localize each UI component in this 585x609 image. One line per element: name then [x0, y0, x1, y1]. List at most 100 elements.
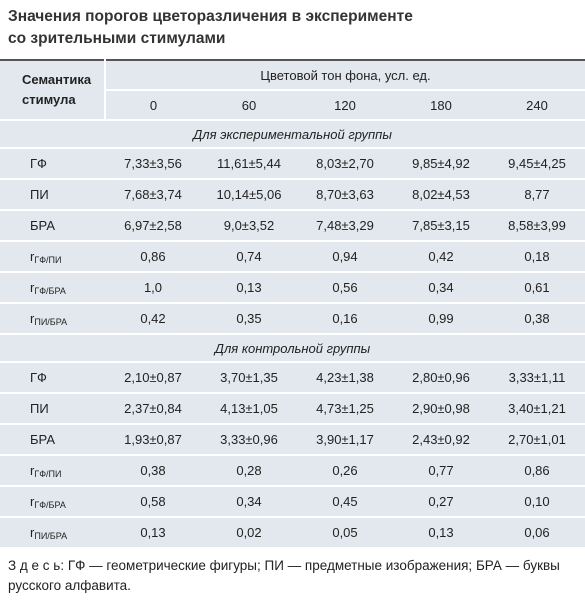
row-label: rГФ/ПИ: [0, 455, 105, 487]
cell: 0,27: [393, 486, 489, 518]
cell: 0,13: [201, 272, 297, 304]
label-main: ГФ: [30, 370, 47, 385]
cell: 11,61±5,44: [201, 148, 297, 180]
label-main: БРА: [30, 432, 56, 447]
cell: 0,94: [297, 241, 393, 273]
row-label: ГФ: [0, 362, 105, 394]
column-header: 240: [489, 90, 585, 121]
cell: 9,45±4,25: [489, 148, 585, 180]
cell: 0,34: [201, 486, 297, 518]
cell: 1,93±0,87: [105, 424, 201, 456]
cell: 2,10±0,87: [105, 362, 201, 394]
title: Значения порогов цветоразличения в экспе…: [8, 6, 413, 50]
cell: 0,28: [201, 455, 297, 487]
cell: 0,05: [297, 517, 393, 549]
cell: 3,33±1,11: [489, 362, 585, 394]
cell: 4,13±1,05: [201, 393, 297, 425]
cell: 4,23±1,38: [297, 362, 393, 394]
title-line: Значения порогов цветоразличения в экспе…: [8, 8, 413, 25]
data-row: ГФ 2,10±0,87 3,70±1,35 4,23±1,38 2,80±0,96 3,…: [0, 362, 585, 394]
cell: 0,34: [393, 272, 489, 304]
cell: 0,26: [297, 455, 393, 487]
cell: 0,74: [201, 241, 297, 273]
column-header: 0: [105, 90, 201, 121]
cell: 7,33±3,56: [105, 148, 201, 180]
label-main: r: [30, 493, 35, 509]
note: З д е с ь: ГФ — геометрические фигуры; П…: [8, 558, 560, 593]
cell: 0,38: [489, 303, 585, 335]
data-row: rПИ/БРА 0,42 0,35 0,16 0,99 0,38: [0, 303, 585, 335]
cell: 2,37±0,84: [105, 393, 201, 425]
group-header: Цветовой тон фона, усл. ед.: [105, 60, 585, 91]
row-label: ПИ: [0, 179, 105, 211]
label-main: ПИ: [30, 401, 49, 416]
label-main: ПИ: [30, 187, 49, 202]
row-label: rГФ/ПИ: [0, 241, 105, 273]
row-label: ГФ: [0, 148, 105, 180]
cell: 8,58±3,99: [489, 210, 585, 242]
header-row: Семантика стимула Цветовой тон фона, усл. …: [0, 60, 585, 121]
cell: 0,77: [393, 455, 489, 487]
label-main: r: [30, 524, 35, 540]
label-main: r: [30, 310, 35, 326]
header-row: 0 60 120 180 240: [0, 90, 585, 121]
cell: 0,61: [489, 272, 585, 304]
cell: 0,42: [105, 303, 201, 335]
cell: 0,42: [393, 241, 489, 273]
cell: 0,18: [489, 241, 585, 273]
section-row: Для контрольной группы: [0, 334, 585, 363]
label-sub: ГФ/БРА: [34, 499, 66, 510]
cell: 0,35: [201, 303, 297, 335]
stub-header: Семантика стимула: [0, 60, 106, 121]
cell: 2,80±0,96: [393, 362, 489, 394]
row-label: rПИ/БРА: [0, 303, 105, 335]
label-sub: ГФ/ПИ: [34, 254, 62, 265]
row-label: БРА: [0, 424, 105, 456]
label-sub: ГФ/БРА: [34, 285, 66, 296]
cell: 0,13: [105, 517, 201, 549]
data-row: rГФ/БРА 1,0 0,13 0,56 0,34 0,61: [0, 272, 585, 304]
stub-line: стимула: [22, 92, 76, 107]
label-sub: ПИ/БРА: [34, 530, 68, 541]
cell: 8,03±2,70: [297, 148, 393, 180]
label-main: r: [30, 279, 35, 295]
data-row: БРА 6,97±2,58 9,0±3,52 7,48±3,29 7,85±3,15 8,…: [0, 210, 585, 242]
cell: 0,02: [201, 517, 297, 549]
data-row: ПИ 7,68±3,74 10,14±5,06 8,70±3,63 8,02±4,53 8…: [0, 179, 585, 211]
column-header: 180: [393, 90, 489, 121]
row-label: ПИ: [0, 393, 105, 425]
cell: 9,0±3,52: [201, 210, 297, 242]
data-row: ГФ 7,33±3,56 11,61±5,44 8,03±2,70 9,85±4,92 9…: [0, 148, 585, 180]
cell: 3,40±1,21: [489, 393, 585, 425]
cell: 2,43±0,92: [393, 424, 489, 456]
row-label: БРА: [0, 210, 105, 242]
cell: 3,70±1,35: [201, 362, 297, 394]
cell: 2,70±1,01: [489, 424, 585, 456]
label-main: ГФ: [30, 156, 47, 171]
data-row: rГФ/ПИ 0,38 0,28 0,26 0,77 0,86: [0, 455, 585, 487]
cell: 10,14±5,06: [201, 179, 297, 211]
cell: 0,56: [297, 272, 393, 304]
cell: 7,48±3,29: [297, 210, 393, 242]
label-sub: ПИ/БРА: [34, 316, 68, 327]
data-table: Семантика стимула Цветовой тон фона, усл. …: [0, 59, 585, 549]
cell: 1,0: [105, 272, 201, 304]
cell: 0,06: [489, 517, 585, 549]
label-main: БРА: [30, 218, 56, 233]
cell: 0,38: [105, 455, 201, 487]
cell: 2,90±0,98: [393, 393, 489, 425]
section-title: Для экспериментальной группы: [0, 120, 585, 149]
cell: 6,97±2,58: [105, 210, 201, 242]
cell: 0,58: [105, 486, 201, 518]
cell: 0,45: [297, 486, 393, 518]
label-sub: ГФ/ПИ: [34, 468, 62, 479]
cell: 3,90±1,17: [297, 424, 393, 456]
data-row: rГФ/ПИ 0,86 0,74 0,94 0,42 0,18: [0, 241, 585, 273]
label-main: r: [30, 462, 35, 478]
cell: 0,86: [489, 455, 585, 487]
column-header: 120: [297, 90, 393, 121]
cell: 0,10: [489, 486, 585, 518]
row-label: rГФ/БРА: [0, 272, 105, 304]
cell: 7,85±3,15: [393, 210, 489, 242]
